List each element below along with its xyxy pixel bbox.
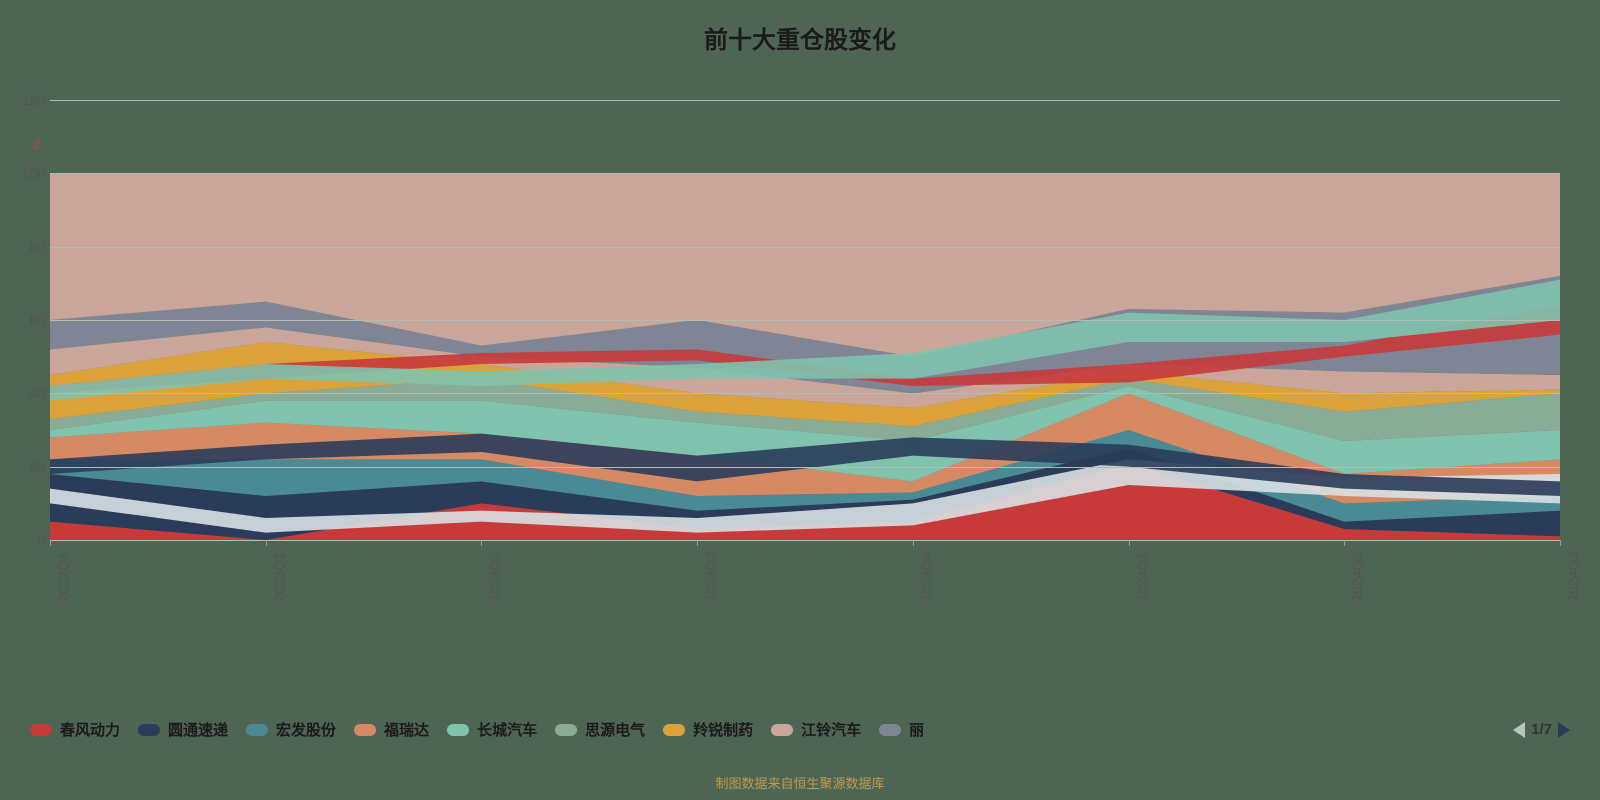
pager-next-icon[interactable] — [1558, 722, 1570, 738]
chart-area: % 0204060801001202022Q42023Q12023Q22023Q… — [50, 100, 1560, 540]
x-tick-label: 2024Q2 — [1349, 552, 1365, 602]
legend-swatch — [138, 724, 160, 736]
legend-label: 长城汽车 — [477, 719, 537, 740]
legend-item[interactable]: 春风动力 — [30, 719, 120, 740]
footer-source: 制图数据来自恒生聚源数据库 — [0, 773, 1600, 792]
gridline — [50, 173, 1560, 174]
legend-label: 福瑞达 — [384, 719, 429, 740]
legend-swatch — [771, 724, 793, 736]
x-tick-label: 2024Q3 — [1565, 552, 1581, 602]
x-tick-label: 2024Q1 — [1134, 552, 1150, 602]
legend-item[interactable]: 宏发股份 — [246, 719, 336, 740]
legend-pager: 1/7 — [1513, 721, 1570, 738]
x-tick-mark — [1129, 540, 1130, 546]
x-tick-label: 2023Q4 — [918, 552, 934, 602]
x-tick-label: 2023Q1 — [271, 552, 287, 602]
legend-swatch — [447, 724, 469, 736]
x-tick-mark — [481, 540, 482, 546]
gridline — [50, 320, 1560, 321]
x-tick-label: 2023Q3 — [702, 552, 718, 602]
y-tick-label: 20 — [15, 459, 45, 475]
y-tick-label: 60 — [15, 312, 45, 328]
x-tick-mark — [1560, 540, 1561, 546]
x-tick-mark — [697, 540, 698, 546]
x-tick-mark — [1344, 540, 1345, 546]
legend-swatch — [246, 724, 268, 736]
gridline — [50, 247, 1560, 248]
gridline — [50, 393, 1560, 394]
legend-swatch — [555, 724, 577, 736]
legend-swatch — [354, 724, 376, 736]
legend-item[interactable]: 福瑞达 — [354, 719, 429, 740]
x-tick-label: 2022Q4 — [55, 552, 71, 602]
legend-label: 春风动力 — [60, 719, 120, 740]
legend-label: 圆通速递 — [168, 719, 228, 740]
y-tick-label: 100 — [15, 165, 45, 181]
legend-label: 丽 — [909, 719, 924, 740]
y-tick-label: 0 — [15, 532, 45, 548]
legend-item[interactable]: 江铃汽车 — [771, 719, 861, 740]
x-tick-mark — [50, 540, 51, 546]
legend-item[interactable]: 圆通速递 — [138, 719, 228, 740]
legend-label: 宏发股份 — [276, 719, 336, 740]
pager-text: 1/7 — [1531, 721, 1552, 738]
y-tick-label: 80 — [15, 239, 45, 255]
x-tick-mark — [266, 540, 267, 546]
legend-item[interactable]: 丽 — [879, 719, 924, 740]
x-tick-mark — [913, 540, 914, 546]
gridline — [50, 540, 1560, 541]
legend-label: 羚锐制药 — [693, 719, 753, 740]
legend-item[interactable]: 长城汽车 — [447, 719, 537, 740]
gridline — [50, 467, 1560, 468]
legend: 春风动力 圆通速递 宏发股份 福瑞达 长城汽车 思源电气 羚锐制药 江铃汽车 丽 1/7 — [30, 719, 1570, 740]
y-tick-label: 120 — [15, 92, 45, 108]
legend-item[interactable]: 思源电气 — [555, 719, 645, 740]
y-axis-unit: % — [30, 140, 42, 150]
pager-prev-icon[interactable] — [1513, 722, 1525, 738]
legend-swatch — [663, 724, 685, 736]
legend-label: 江铃汽车 — [801, 719, 861, 740]
gridline — [50, 100, 1560, 101]
y-tick-label: 40 — [15, 385, 45, 401]
x-tick-label: 2023Q2 — [486, 552, 502, 602]
legend-swatch — [30, 724, 52, 736]
legend-label: 思源电气 — [585, 719, 645, 740]
legend-swatch — [879, 724, 901, 736]
chart-title: 前十大重仓股变化 — [0, 0, 1600, 55]
legend-item[interactable]: 羚锐制药 — [663, 719, 753, 740]
